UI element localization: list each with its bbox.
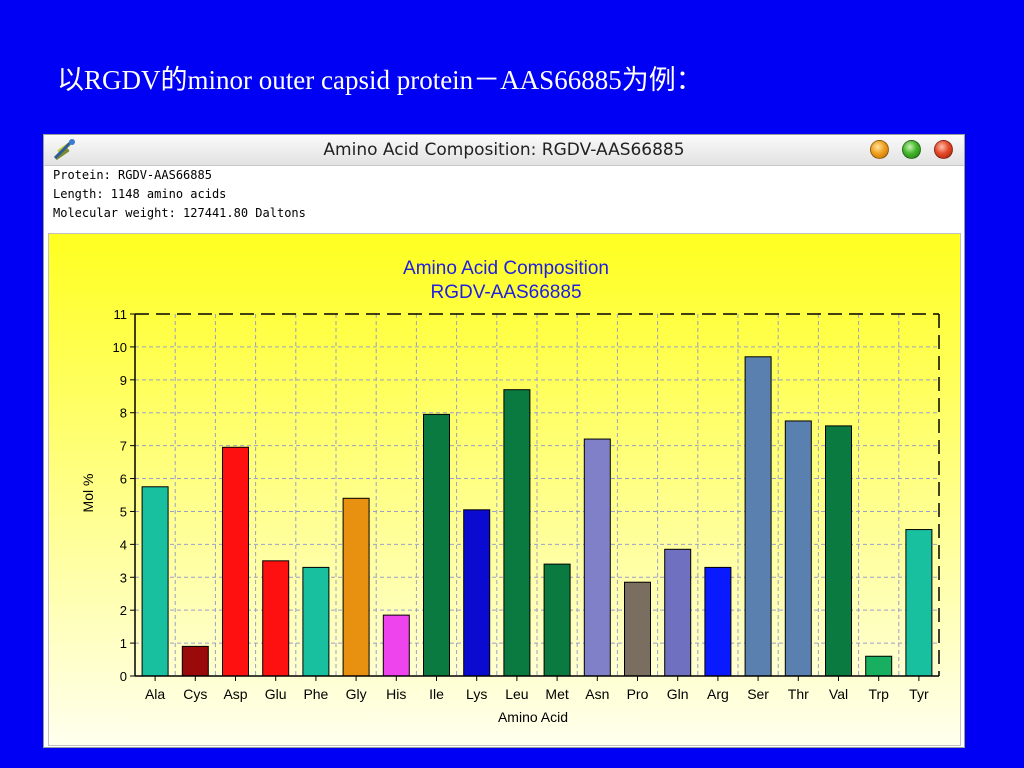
x-tick-label: Thr (788, 686, 809, 702)
bars (141, 356, 933, 677)
length-line: Length: 1148 amino acids (53, 187, 227, 201)
bar-asp (222, 446, 249, 677)
y-tick-label: 0 (120, 669, 127, 684)
y-tick-label: 7 (120, 439, 127, 454)
bar-asn (583, 438, 611, 677)
x-tick-label: Ala (145, 686, 165, 702)
x-tick-label: Ser (747, 686, 769, 702)
y-tick-labels: 0 1 2 3 4 5 6 7 8 9 10 11 (113, 307, 127, 684)
y-tick-label: 5 (120, 504, 127, 519)
x-tick-label: His (386, 686, 406, 702)
y-tick-label: 6 (120, 472, 127, 487)
bar-his (382, 614, 410, 677)
app-window: Amino Acid Composition: RGDV-AAS66885 Pr… (43, 134, 965, 748)
x-tick-label: Asp (223, 686, 247, 702)
protein-info: Protein: RGDV-AAS66885 Length: 1148 amin… (53, 166, 306, 223)
window-title: Amino Acid Composition: RGDV-AAS66885 (323, 140, 685, 160)
x-tick-label: Pro (627, 686, 649, 702)
bar-leu (503, 389, 531, 677)
bar-arg (704, 566, 732, 677)
chart-subtitle: RGDV-AAS66885 (430, 282, 581, 303)
x-tick-label: Glu (265, 686, 287, 702)
minimize-button[interactable] (870, 140, 889, 159)
slide-title: 以RGDV的minor outer capsid protein－AAS6688… (57, 65, 703, 95)
x-tick-label: Gln (667, 686, 689, 702)
bar-ile (423, 413, 450, 677)
y-tick-label: 11 (114, 307, 128, 322)
y-tick-label: 10 (113, 340, 127, 355)
bar-lys (463, 509, 491, 677)
y-tick-label: 4 (120, 537, 127, 552)
bar-gln (664, 548, 692, 677)
x-tick-label: Met (545, 686, 568, 702)
x-tick-label: Ile (429, 686, 444, 702)
x-tick-label: Trp (868, 686, 889, 702)
chart-panel: Amino Acid Composition RGDV-AAS66885 0 1 2… (48, 233, 961, 746)
weight-line: Molecular weight: 127441.80 Daltons (53, 206, 306, 220)
x-tick-label: Leu (505, 686, 528, 702)
axes (130, 313, 940, 681)
bar-trp (865, 655, 893, 677)
bar-glu (262, 560, 290, 677)
y-tick-label: 8 (120, 406, 127, 421)
y-tick-label: 3 (120, 570, 127, 585)
bar-gly (342, 497, 370, 677)
dna-icon (53, 139, 75, 160)
x-tick-labels: Ala Cys Asp Glu Phe Gly His Ile Lys Leu Met Asn Pro G… (145, 686, 929, 702)
window-titlebar[interactable]: Amino Acid Composition: RGDV-AAS66885 (44, 135, 964, 166)
x-tick-label: Cys (183, 686, 207, 702)
y-tick-label: 2 (120, 603, 127, 618)
y-tick-label: 9 (120, 373, 127, 388)
x-tick-label: Lys (466, 686, 487, 702)
bar-phe (302, 566, 330, 677)
x-tick-label: Tyr (909, 686, 929, 702)
x-tick-label: Gly (346, 686, 367, 702)
protein-line: Protein: RGDV-AAS66885 (53, 168, 212, 182)
chart-title: Amino Acid Composition (403, 258, 609, 279)
close-button[interactable] (934, 140, 953, 159)
bar-pro (624, 581, 651, 677)
x-tick-label: Arg (707, 686, 729, 702)
x-tick-label: Phe (303, 686, 328, 702)
bar-ser (744, 356, 772, 677)
x-tick-label: Asn (585, 686, 609, 702)
maximize-button[interactable] (902, 140, 921, 159)
y-tick-label: 1 (120, 636, 127, 651)
bar-thr (784, 420, 812, 677)
grid-lines (135, 314, 939, 676)
bar-cys (181, 645, 209, 677)
bar-val (825, 425, 852, 677)
y-axis-label: Mol % (80, 474, 96, 513)
bar-met (543, 563, 571, 677)
bar-tyr (905, 529, 933, 677)
bar-ala (141, 486, 169, 677)
bar-chart: Amino Acid Composition RGDV-AAS66885 0 1 2… (49, 234, 960, 745)
x-tick-label: Val (829, 686, 848, 702)
x-axis-label: Amino Acid (498, 709, 568, 725)
